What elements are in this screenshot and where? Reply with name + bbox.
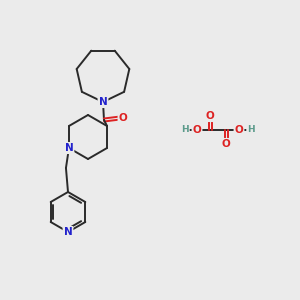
Text: H: H xyxy=(181,125,189,134)
Text: N: N xyxy=(99,97,107,107)
Text: O: O xyxy=(206,111,214,121)
Text: H: H xyxy=(247,125,255,134)
Text: O: O xyxy=(235,125,243,135)
Text: N: N xyxy=(64,143,73,153)
Text: O: O xyxy=(118,113,127,123)
Text: O: O xyxy=(193,125,201,135)
Text: O: O xyxy=(222,139,230,149)
Text: N: N xyxy=(64,227,72,237)
